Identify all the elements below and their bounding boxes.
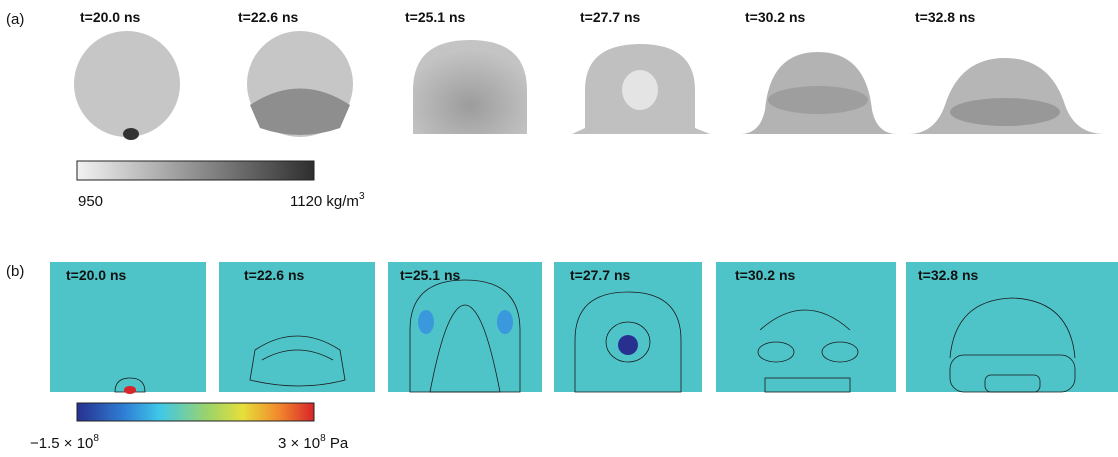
- label-base: 1120 kg/m: [290, 193, 359, 210]
- panel-label: (a): [6, 11, 24, 28]
- frame-time-label: t=25.1 ns: [400, 267, 461, 283]
- frame-time-label: t=25.1 ns: [405, 9, 466, 25]
- frame-time-label: t=32.8 ns: [915, 9, 976, 25]
- frame-time-label: t=27.7 ns: [580, 9, 641, 25]
- panel-label: (b): [6, 263, 24, 280]
- frame-time-label: t=20.0 ns: [80, 9, 141, 25]
- frame-time-label: t=22.6 ns: [244, 267, 305, 283]
- frame-time-label: t=20.0 ns: [66, 267, 127, 283]
- label-sup: 8: [320, 433, 326, 444]
- label-base: −1.5 × 10: [30, 435, 93, 452]
- colorbar-max-label: 3 × 108 Pa: [278, 433, 349, 452]
- frame-time-label: t=32.8 ns: [918, 267, 979, 283]
- colorbar-min-label: −1.5 × 108: [30, 433, 99, 452]
- label-sup: 8: [93, 433, 99, 444]
- colorbar: [76, 160, 315, 181]
- colorbar-min-label: 950: [78, 193, 103, 210]
- frame-time-label: t=30.2 ns: [745, 9, 806, 25]
- frame-time-label: t=22.6 ns: [238, 9, 299, 25]
- label-sup: 3: [359, 191, 365, 202]
- frame-time-label: t=27.7 ns: [570, 267, 631, 283]
- colorbar: [76, 402, 315, 422]
- pressure-frames: [50, 262, 1118, 394]
- density-frames: [74, 31, 1105, 140]
- label-unit: Pa: [326, 435, 349, 452]
- colorbar-max-label: 1120 kg/m3: [290, 191, 365, 210]
- frame-time-label: t=30.2 ns: [735, 267, 796, 283]
- label-base: 3 × 10: [278, 435, 320, 452]
